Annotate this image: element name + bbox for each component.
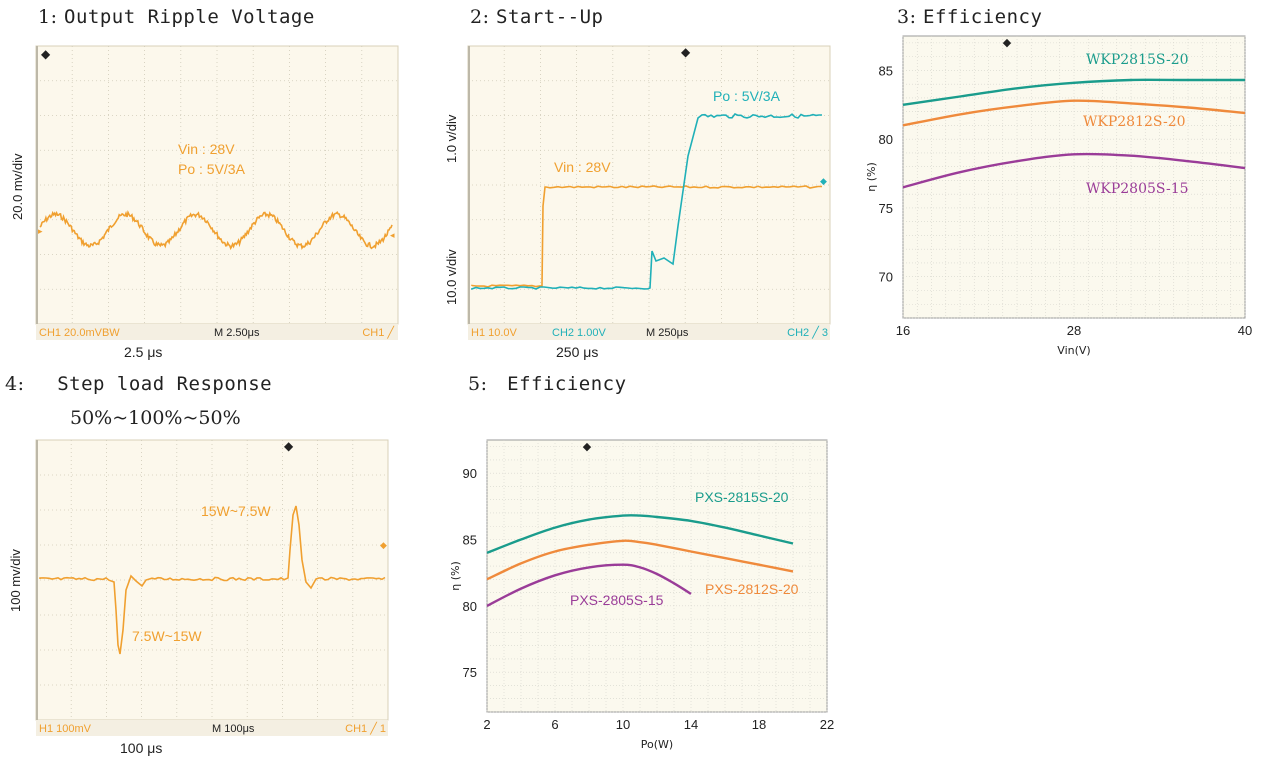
ch2-marker: ◆ <box>820 176 827 186</box>
series-label-PXS-2815S-20: PXS-2815S-20 <box>695 489 789 505</box>
panel4-title-text: Step load Response <box>57 373 273 395</box>
y-tick-label: 75 <box>463 665 477 680</box>
series-line-WKP2815S-20 <box>902 78 1245 106</box>
panel4-timebase-label: 100 μs <box>120 740 163 756</box>
panel1-ylabel: 20.0 mv/div <box>10 153 25 220</box>
panel5-title-text: Efficiency <box>507 373 627 395</box>
panel1-title: 1: Output Ripple Voltage <box>38 6 315 28</box>
annotation-po: Po : 5V/3A <box>178 161 246 177</box>
scope-ripple-chart: ◆ ▸ ◂ Vin : 28V Po : 5V/3A CH1 20.0mVBW M 2.50… <box>35 45 399 340</box>
ch1-ground-marker: ▸ <box>38 226 43 236</box>
series-line-WKP2805S-15 <box>902 152 1246 189</box>
footer-ch1: CH1 20.0mVBW <box>39 327 120 339</box>
panel4-ylabel: 100 mv/div <box>8 549 23 612</box>
y-axis-label: η (%) <box>865 162 878 192</box>
series-label-PXS-2805S-15: PXS-2805S-15 <box>570 592 664 608</box>
panel1-number: 1: <box>38 6 58 28</box>
x-axis-label: Po(W) <box>641 738 673 751</box>
scope-footer-bar <box>468 324 830 340</box>
footer-timebase: M 100μs <box>212 723 255 735</box>
panel2-ylabel-bottom: 10.0 v/div <box>444 249 459 305</box>
annotation-vin: Vin : 28V <box>178 141 235 157</box>
panel4-number: 4: <box>5 373 25 395</box>
x-tick-label: 28 <box>1067 323 1081 338</box>
panel2-timebase-label: 250 μs <box>556 344 599 360</box>
y-tick-label: 80 <box>463 599 477 614</box>
x-tick-label: 22 <box>820 717 834 732</box>
panel1-timebase-label: 2.5 μs <box>124 344 163 360</box>
series-label-WKP2805S-15: WKP2805S-15 <box>1086 181 1189 197</box>
footer-trigger: CH1 ╱ 1 <box>345 721 386 735</box>
scope-footer-bar <box>36 324 398 340</box>
series-label-WKP2815S-20: WKP2815S-20 <box>1086 52 1189 68</box>
x-tick-label: 16 <box>896 323 910 338</box>
x-axis-label: Vin(V) <box>1057 344 1090 357</box>
annotation-po: Po : 5V/3A <box>713 88 781 104</box>
right-marker: ◆ <box>380 540 387 550</box>
efficiency-po-chart: 2 6 10 14 18 22 75 80 85 90 Po(W) η (%) ◆ PXS-2815S-2… <box>449 439 834 751</box>
x-tick-label: 40 <box>1238 323 1252 338</box>
series-label-WKP2812S-20: WKP2812S-20 <box>1083 114 1186 130</box>
footer-trigger: CH2 ╱ 3 <box>787 325 828 339</box>
po-trace <box>471 113 822 291</box>
scope-startup-chart: ◆ Po : 5V/3A Vin : 28V ◆ H1 10.0V CH2 1.00V M … <box>467 45 831 340</box>
footer-ch1: H1 100mV <box>39 723 92 735</box>
series-line-PXS-2815S-20 <box>486 514 794 554</box>
annotation-7.5w-15w: 7.5W~15W <box>132 628 202 644</box>
step-trace <box>39 505 386 655</box>
series-line-PXS-2805S-15 <box>486 563 692 607</box>
footer-timebase: M 2.50μs <box>214 327 260 339</box>
ripple-trace <box>39 209 393 251</box>
panel2-title-text: Start--Up <box>496 6 604 28</box>
series-label-PXS-2812S-20: PXS-2812S-20 <box>705 581 799 597</box>
panel4-title: 4: Step load Response <box>5 373 272 395</box>
annotation-15w-7.5w: 15W~7.5W <box>201 503 271 519</box>
trigger-marker: ◆ <box>681 45 691 59</box>
footer-ch2: CH2 1.00V <box>552 327 606 339</box>
y-tick-label: 70 <box>879 270 893 285</box>
series-line-PXS-2812S-20 <box>486 539 794 581</box>
y-axis-label: η (%) <box>449 561 462 591</box>
panel2-title: 2: Start--Up <box>470 6 604 28</box>
footer-timebase: M 250μs <box>646 327 689 339</box>
panel3-number: 3: <box>897 6 917 28</box>
x-tick-label: 2 <box>483 717 490 732</box>
right-marker: ◂ <box>390 230 395 240</box>
panel5-title: 5: Efficiency <box>468 373 627 395</box>
footer-trigger: CH1 ╱ <box>362 325 395 339</box>
trigger-marker: ◆ <box>583 441 592 453</box>
trigger-marker: ◆ <box>41 47 51 61</box>
efficiency-vin-chart: 16 28 40 70 75 80 85 Vin(V) η (%) ◆ WKP2815S-20 WKP… <box>865 35 1252 357</box>
series-line-WKP2812S-20 <box>902 99 1246 127</box>
y-tick-label: 90 <box>463 466 477 481</box>
x-tick-label: 6 <box>551 717 558 732</box>
footer-ch1: H1 10.0V <box>471 327 518 339</box>
vin-trace <box>471 185 822 288</box>
x-tick-label: 10 <box>616 717 630 732</box>
x-tick-label: 14 <box>684 717 698 732</box>
scope-footer-bar <box>36 720 388 736</box>
panel2-number: 2: <box>470 6 490 28</box>
panel5-number: 5: <box>468 373 488 395</box>
panel1-title-text: Output Ripple Voltage <box>64 6 315 28</box>
y-tick-label: 80 <box>879 132 893 147</box>
panel3-title-text: Efficiency <box>923 6 1043 28</box>
y-tick-label: 75 <box>879 201 893 216</box>
annotation-vin: Vin : 28V <box>554 159 611 175</box>
scope-step-chart: ◆ 15W~7.5W 7.5W~15W ◆ H1 100mV M 100μs CH1 ╱ 1 <box>35 439 389 736</box>
y-tick-label: 85 <box>879 63 893 78</box>
x-tick-label: 18 <box>752 717 766 732</box>
panel4-subtitle: 50%~100%~50% <box>70 407 241 429</box>
panel3-title: 3: Efficiency <box>897 6 1042 28</box>
y-tick-label: 85 <box>463 533 477 548</box>
trigger-marker: ◆ <box>284 439 294 453</box>
trigger-marker: ◆ <box>1003 37 1012 49</box>
panel2-ylabel-top: 1.0 v/div <box>444 114 459 163</box>
